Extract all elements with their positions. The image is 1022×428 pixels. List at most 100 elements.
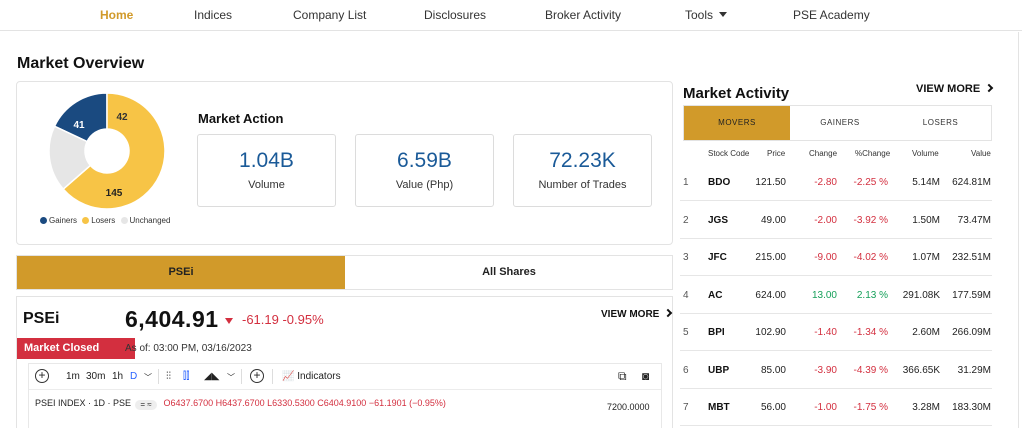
nav-home[interactable]: Home: [100, 8, 134, 22]
candle-style-icon[interactable]: ⫿⫿: [183, 371, 190, 382]
cell-volume: 1.50M: [912, 214, 940, 226]
cell-value: 73.47M: [957, 214, 991, 226]
chart-high: H6437.6700: [215, 398, 265, 408]
cell-price: 49.00: [760, 214, 786, 226]
cell-pct: 2.13 %: [856, 289, 888, 301]
nav-pse-academy[interactable]: PSE Academy: [793, 8, 870, 22]
market-activity-title: Market Activity: [683, 85, 790, 102]
nav-tools[interactable]: Tools: [685, 8, 728, 22]
table-row[interactable]: 3 JFC 215.00 -9.00 -4.02 % 1.07M 232.51M: [680, 239, 992, 276]
cell-volume: 3.28M: [912, 402, 940, 413]
table-row[interactable]: 6 UBP 85.00 -3.90 -4.39 % 366.65K 31.29M: [680, 352, 992, 389]
stat-trades-value: 72.23K: [549, 149, 616, 172]
price-axis-label: 7200.0000: [607, 402, 650, 412]
psei-change: -61.19 -0.95%: [242, 312, 324, 327]
donut-slice-unchanged[interactable]: [48, 125, 92, 191]
market-overview-card: 41 42 145 Gainers Losers Unchanged Marke…: [16, 81, 673, 245]
indicators-button[interactable]: 📈 Indicators: [282, 371, 341, 382]
table-row[interactable]: 2 JGS 49.00 -2.00 -3.92 % 1.50M 73.47M: [680, 202, 992, 239]
chart-legend: PSEI INDEX · 1D · PSE = ≈ O6437.6700 H643…: [35, 398, 446, 410]
camera-icon[interactable]: ◙: [642, 369, 650, 383]
style-dropdown-icon[interactable]: ﹀: [227, 373, 235, 382]
toolbar-divider: [241, 369, 242, 384]
table-row[interactable]: 7 MBT 56.00 -1.00 -1.75 % 3.28M 183.30M: [680, 389, 992, 426]
cell-code: UBP: [708, 364, 730, 376]
indicators-label: Indicators: [297, 371, 341, 382]
col-value: Value: [971, 149, 991, 158]
cell-rank: 4: [683, 289, 689, 301]
down-triangle-icon: [225, 318, 233, 324]
col-stock-code: Stock Code: [708, 149, 750, 158]
top-nav: Home Indices Company List Disclosures Br…: [0, 0, 1022, 31]
area-style-icon[interactable]: ◢◣: [204, 371, 220, 382]
cell-price: 624.00: [755, 289, 786, 301]
cell-code: BDO: [708, 177, 731, 188]
nav-disclosures[interactable]: Disclosures: [424, 8, 487, 22]
cell-change: -2.80: [814, 177, 837, 188]
cell-rank: 2: [683, 214, 689, 226]
chevron-right-icon: [984, 83, 994, 93]
chart-close: C6404.9100: [317, 398, 367, 408]
cell-volume: 291.08K: [902, 289, 940, 301]
tab-gainers[interactable]: GAINERS: [820, 118, 860, 127]
tab-all-shares[interactable]: All Shares: [482, 266, 536, 278]
nav-company-list[interactable]: Company List: [293, 8, 367, 22]
cell-volume: 5.14M: [912, 177, 940, 188]
activity-view-more-label: VIEW MORE: [916, 83, 981, 95]
open-external-icon[interactable]: ⧉: [618, 369, 627, 383]
legend-gainers: Gainers: [49, 216, 78, 225]
cell-change: -9.00: [814, 252, 837, 263]
toolbar-divider: [158, 369, 159, 384]
market-action-title: Market Action: [198, 111, 284, 126]
legend-toggle-icon[interactable]: = ≈: [135, 400, 158, 410]
legend-unchanged: Unchanged: [129, 216, 171, 225]
col-volume: Volume: [912, 149, 939, 158]
add-symbol-icon[interactable]: +: [35, 369, 49, 383]
page-right-border: [1018, 32, 1019, 428]
cell-pct: -4.39 %: [853, 364, 888, 376]
bar-style-icon[interactable]: ⫶⫶: [166, 371, 171, 382]
stat-value: 6.59B Value (Php): [355, 134, 494, 207]
nav-indices[interactable]: Indices: [194, 8, 233, 22]
tab-losers[interactable]: LOSERS: [922, 118, 959, 127]
cell-value: 183.30M: [952, 402, 991, 413]
as-of-timestamp: As of: 03:00 PM, 03/16/2023: [125, 343, 252, 354]
psei-card: PSEi 6,404.91 -61.19 -0.95% VIEW MORE Ma…: [16, 296, 673, 428]
interval-d[interactable]: D: [130, 371, 138, 382]
cell-pct: -2.25 %: [853, 177, 888, 188]
table-row[interactable]: 5 BPI 102.90 -1.40 -1.34 % 2.60M 266.09M: [680, 314, 992, 351]
psei-view-more-link[interactable]: VIEW MORE: [601, 308, 673, 320]
cell-value: 177.59M: [952, 289, 991, 301]
cell-rank: 7: [683, 402, 689, 413]
table-row[interactable]: 1 BDO 121.50 -2.80 -2.25 % 5.14M 624.81M: [680, 164, 992, 201]
table-row[interactable]: 4 AC 624.00 13.00 2.13 % 291.08K 177.59M: [680, 277, 992, 314]
psei-view-more-label: VIEW MORE: [601, 309, 660, 320]
tab-movers[interactable]: MOVERS: [684, 106, 790, 140]
tab-psei[interactable]: PSEi: [17, 256, 345, 289]
stat-trades: 72.23K Number of Trades: [513, 134, 652, 207]
interval-dropdown-icon[interactable]: ﹀: [144, 373, 152, 382]
cell-volume: 1.07M: [912, 252, 940, 263]
interval-1h[interactable]: 1h: [112, 371, 124, 382]
interval-1m[interactable]: 1m: [66, 371, 80, 382]
cell-pct: -1.75 %: [853, 402, 888, 413]
interval-30m[interactable]: 30m: [86, 371, 106, 382]
cell-value: 31.29M: [957, 364, 991, 376]
legend-losers: Losers: [91, 216, 116, 225]
cell-change: -3.90: [814, 364, 837, 376]
stat-volume-label: Volume: [248, 179, 285, 191]
chart-toolbar: + 1m 30m 1h D ﹀ ⫶⫶ ⫿⫿ ◢◣ ﹀ + 📈 Indicator…: [29, 364, 661, 390]
activity-view-more-link[interactable]: VIEW MORE: [916, 83, 994, 95]
market-breadth-donut: 41 42 145: [48, 92, 166, 210]
donut-legend: Gainers Losers Unchanged: [37, 216, 170, 225]
price-chart[interactable]: + 1m 30m 1h D ﹀ ⫶⫶ ⫿⫿ ◢◣ ﹀ + 📈 Indicator…: [28, 363, 662, 428]
page-title: Market Overview: [17, 55, 145, 72]
compare-icon[interactable]: +: [250, 369, 264, 383]
nav-broker-activity[interactable]: Broker Activity: [545, 8, 622, 22]
gainers-dot-icon: [40, 217, 47, 224]
cell-code: JFC: [708, 252, 727, 263]
donut-slice-losers[interactable]: [62, 92, 166, 210]
cell-value: 624.81M: [952, 177, 991, 188]
cell-code: AC: [708, 289, 723, 301]
index-tabs: PSEi All Shares: [16, 255, 673, 290]
